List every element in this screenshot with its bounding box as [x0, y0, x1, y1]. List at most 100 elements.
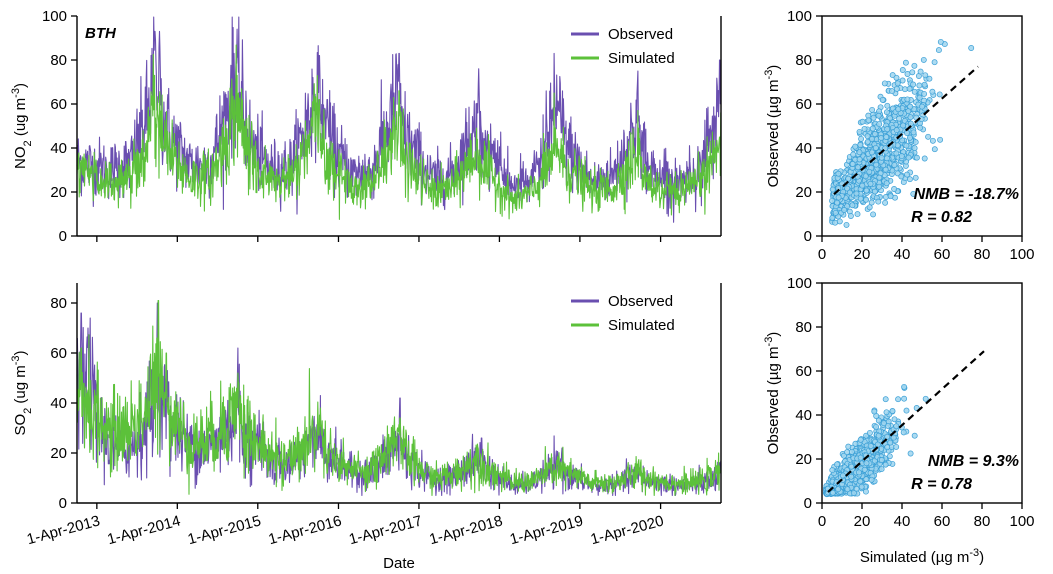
so2-sc-point [889, 408, 896, 414]
so2-sc-point [911, 432, 918, 439]
no2-sc-x-tick-label: 20 [854, 246, 871, 263]
so2-sc-x-axis-title: Simulated (µg m-3) [860, 547, 984, 566]
no2-sc-point [883, 109, 890, 116]
no2-sc-point [906, 134, 913, 141]
no2-sc-point [832, 209, 839, 216]
no2-sc-point [879, 96, 886, 103]
so2-sc-point [878, 466, 885, 473]
no2-sc-point [894, 80, 901, 87]
so2-sc-point [858, 483, 865, 490]
no2-sc-x-tick-label: 100 [1009, 246, 1034, 263]
so2-ts-y-axis-title-close: ) [12, 350, 29, 355]
no2-ts-y-axis-title-main: NO [12, 146, 29, 169]
so2-sc-point [878, 457, 885, 463]
no2-sc-point [904, 71, 911, 77]
no2-sc-point [856, 128, 863, 135]
so2-sc-point [900, 429, 907, 436]
so2-sc-point [891, 416, 898, 423]
so2-ts-y-axis-title-main: SO [12, 414, 29, 436]
no2-sc-point [846, 189, 853, 196]
no2-sc-point [904, 130, 910, 136]
so2-sc-point [868, 476, 875, 483]
no2-sc-point [913, 154, 920, 161]
no2-ts-y-axis-title-sub: 2 [22, 140, 34, 146]
so2-sc-point [852, 440, 859, 447]
so2-sc-point [844, 486, 851, 493]
no2-sc-point [910, 129, 917, 136]
no2-sc-point [829, 186, 836, 193]
no2-sc-y-tick-label: 40 [795, 140, 812, 157]
so2-sc-point [882, 396, 889, 403]
so2-sc-x-tick-label: 0 [818, 513, 826, 530]
no2-sc-point [844, 185, 851, 192]
so2-ts-x-tick-label: 1-Apr-2020 [589, 512, 666, 548]
no2-sc-y-tick-label: 60 [795, 96, 812, 113]
so2-ts-y-tick-label: 20 [50, 445, 67, 462]
no2-sc-point [835, 194, 842, 201]
so2-sc-y-axis-title-close: ) [765, 332, 782, 337]
no2-sc-point [862, 173, 869, 180]
no2-sc-point [931, 59, 938, 66]
so2-sc-point [834, 461, 840, 468]
no2-ts-y-tick-label: 20 [50, 184, 67, 201]
no2-sc-point [895, 106, 902, 113]
no2-sc-point [921, 155, 928, 162]
no2-sc-point [845, 175, 852, 182]
so2-sc-point [867, 443, 874, 449]
so2-sc-point [845, 443, 852, 450]
no2-sc-y-tick-label: 20 [795, 184, 812, 201]
no2-sc-point [869, 106, 876, 113]
no2-sc-point [887, 193, 894, 200]
so2-ts-y-tick-label: 40 [50, 395, 67, 412]
so2-sc-point [857, 454, 864, 461]
no2-sc-point [896, 115, 903, 122]
no2-sc-point [920, 56, 927, 63]
no2-ts-series-observed-line [76, 16, 722, 223]
so2-sc-point [840, 452, 847, 459]
no2-sc-point [905, 154, 912, 161]
no2-sc-y-tick-label: 0 [804, 228, 812, 245]
no2-sc-point [893, 127, 900, 134]
no2-sc-point [868, 149, 875, 156]
so2-sc-point [884, 422, 891, 429]
no2-sc-point [864, 138, 871, 145]
no2-sc-point [935, 47, 942, 54]
no2-sc-point [876, 174, 883, 181]
so2-sc-r-label: R = 0.78 [911, 476, 972, 493]
no2-sc-point [829, 197, 835, 204]
so2-ts-x-tick-label: 1-Apr-2013 [25, 512, 102, 548]
no2-ts-y-tick-label: 60 [50, 96, 67, 113]
no2-sc-point [916, 94, 923, 101]
no2-timeseries-panel: 0 20 40 60 80 100 NO2 (ug m-3) BTH Observed Simul… [10, 8, 722, 245]
no2-sc-point [926, 75, 933, 82]
so2-sc-point [890, 434, 897, 441]
so2-sc-nmb-label: NMB = 9.3% [928, 453, 1019, 470]
so2-sc-point [829, 489, 836, 496]
so2-sc-x-axis-title-main: Simulated (µg m [860, 549, 970, 566]
so2-ts-y-axis-title-sub: 2 [22, 408, 34, 414]
no2-sc-point [875, 198, 882, 205]
no2-sc-point [917, 68, 924, 75]
no2-sc-y-axis-title-sup: -3 [763, 70, 775, 80]
so2-sc-x-tick-label: 60 [934, 513, 951, 530]
so2-sc-point [903, 407, 910, 414]
so2-sc-point [883, 409, 890, 416]
no2-sc-y-tick-label: 80 [795, 52, 812, 69]
no2-sc-point [853, 190, 860, 197]
no2-ts-legend-label-observed: Observed [608, 26, 673, 43]
so2-sc-point [857, 478, 864, 485]
so2-ts-y-tick-label: 80 [50, 295, 67, 312]
no2-sc-point [909, 69, 916, 76]
so2-sc-point [873, 423, 880, 430]
no2-sc-point [866, 168, 873, 175]
no2-sc-point [906, 85, 913, 92]
so2-sc-point [829, 467, 836, 474]
no2-ts-y-tick-label: 100 [42, 8, 67, 25]
so2-sc-point [901, 383, 908, 390]
no2-sc-point [849, 161, 856, 167]
no2-sc-y-axis-title-close: ) [765, 65, 782, 70]
no2-sc-point [906, 176, 913, 183]
so2-sc-point [874, 441, 881, 448]
so2-sc-y-axis-title-main: Observed (µg m [765, 346, 782, 454]
